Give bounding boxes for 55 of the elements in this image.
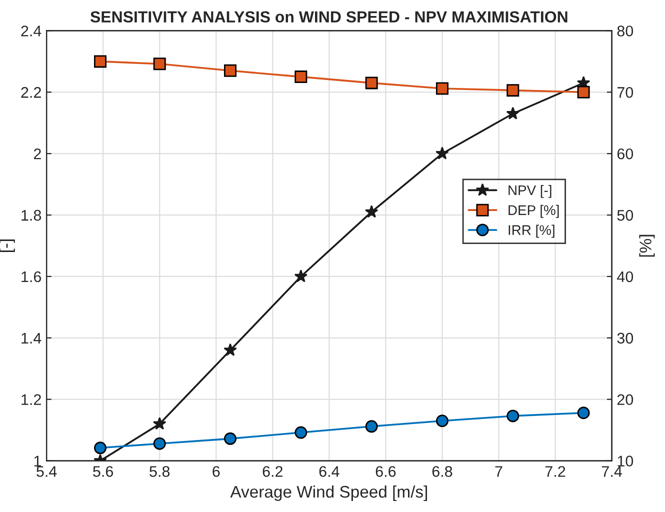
x-tick-label: 7.4 (602, 466, 622, 477)
x-tick-label: 6.6 (376, 466, 396, 477)
x-tick-label: 5.4 (36, 466, 57, 477)
point (365, 420, 378, 433)
x-tick-label: 6.2 (262, 466, 283, 477)
y2-tick-label: 10 (618, 456, 634, 466)
x-tick-label: 7 (495, 466, 502, 477)
point (436, 146, 449, 160)
legend-label: DEP [%] (508, 204, 559, 218)
y-tick-label: 1.8 (22, 210, 42, 221)
point (224, 64, 237, 77)
legend-label: IRR [%] (508, 224, 554, 238)
y-tick-label: 1.4 (22, 332, 42, 344)
point (294, 270, 308, 282)
x-tick-label: 5.6 (93, 466, 114, 477)
point (577, 86, 590, 98)
point (294, 70, 308, 84)
y2-tick-label: 80 (617, 26, 634, 36)
y2-tick-label: 60 (617, 148, 634, 160)
y2-tick-label: 70 (617, 87, 634, 98)
y-tick-label: 1.6 (22, 271, 42, 282)
point (577, 406, 590, 420)
y-tick-label: 2.2 (21, 87, 41, 98)
y-tick-label: 2.4 (21, 26, 42, 36)
y-tick-label: 1 (34, 456, 41, 466)
y2-tick-label: 20 (617, 394, 634, 406)
x-tick-label: 7.2 (545, 466, 566, 477)
chart-title: SENSITIVITY ANALYSIS on WIND SPEED - NPV MAXIMISATION (90, 11, 568, 23)
y-tick-label: 2 (34, 148, 41, 160)
point (506, 106, 520, 120)
point (94, 55, 106, 68)
x-tick-label: 6.4 (319, 466, 340, 477)
point (294, 426, 308, 439)
point (365, 76, 378, 90)
point (506, 84, 520, 97)
x-tick-label: 6 (212, 466, 220, 477)
y-tick-label: 1.2 (22, 394, 41, 405)
y2-tick-label: 50 (617, 210, 634, 221)
point (224, 343, 237, 356)
legend-label: NPV [-] (508, 184, 552, 198)
point (436, 82, 448, 95)
point (506, 410, 520, 422)
point (153, 58, 166, 70)
point (94, 442, 106, 454)
point (436, 414, 448, 428)
x-tick-label: 5.8 (150, 466, 170, 477)
point (224, 432, 237, 445)
y2-tick-label: 40 (617, 271, 634, 282)
point (364, 205, 378, 218)
y2-axis-title: [%] (639, 234, 655, 257)
y2-tick-label: 30 (617, 332, 634, 344)
point (152, 416, 166, 430)
x-axis-title: Average Wind Speed [m/s] (230, 485, 427, 501)
point (153, 437, 166, 450)
x-tick-label: 6.8 (432, 466, 452, 477)
